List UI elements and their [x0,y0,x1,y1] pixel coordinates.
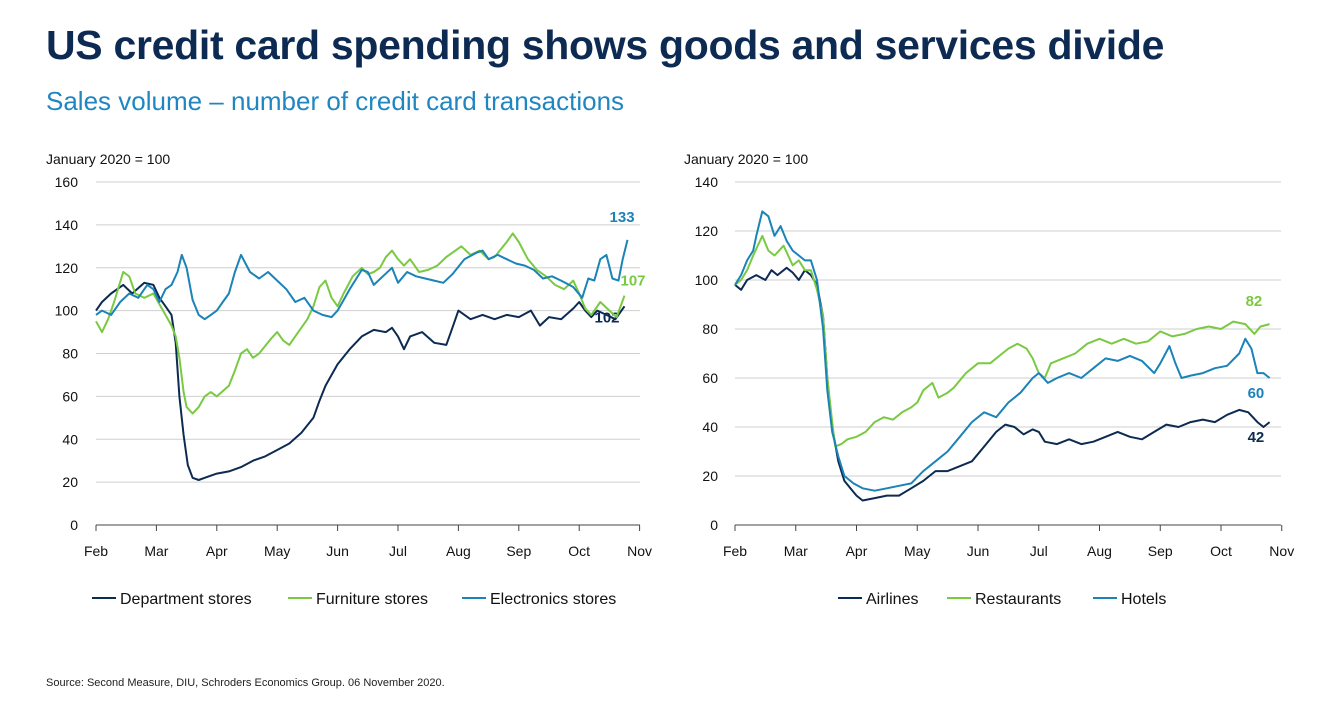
x-tick-label: Nov [1269,543,1294,559]
end-value-label: 42 [1248,429,1265,446]
legend-label: Airlines [866,591,918,608]
x-tick-label: Jun [967,543,990,559]
y-tick-label: 0 [70,517,78,533]
end-value-label: 60 [1248,385,1265,402]
y-tick-label: 80 [62,346,78,362]
y-tick-label: 60 [62,388,78,404]
series-line-furniture-stores [95,232,626,415]
unit-label: January 2020 = 100 [46,151,170,167]
y-tick-label: 0 [710,517,718,533]
x-tick-label: Aug [446,543,471,559]
end-value-label: 82 [1246,293,1263,310]
end-value-label: 102 [595,309,620,326]
series-line-electronics-stores [95,239,629,321]
x-tick-label: Oct [1210,543,1232,559]
y-tick-label: 100 [695,272,719,288]
source-note: Source: Second Measure, DIU, Schroders E… [46,677,445,689]
y-tick-label: 140 [55,217,79,233]
y-tick-label: 140 [695,174,719,190]
legend-item: Department stores [92,591,252,608]
end-value-label: 107 [621,273,646,290]
y-tick-label: 40 [702,419,718,435]
legend-item: Furniture stores [288,591,428,608]
chart-1: January 2020 = 100 0 20 40 60 80 100 120 140 160 F… [46,151,652,608]
x-tick-label: Jun [326,543,349,559]
legend-label: Furniture stores [316,591,428,608]
x-tick-label: Jul [389,543,407,559]
y-tick-label: 20 [62,474,78,490]
x-tick-label: Sep [1148,543,1173,559]
x-tick-label: Feb [84,543,108,559]
charts-canvas: January 2020 = 100 0 20 40 60 80 100 120 140 160 F… [46,151,1294,608]
series-line-department-stores [95,281,626,481]
series-line-airlines [734,266,1271,502]
x-tick-label: Mar [144,543,168,559]
y-tick-label: 120 [695,223,719,239]
x-tick-label: Sep [506,543,531,559]
y-tick-label: 80 [702,321,718,337]
legend-item: Electronics stores [462,591,616,608]
y-tick-label: 60 [702,370,718,386]
x-tick-label: Apr [206,543,228,559]
legend-item: Hotels [1093,591,1166,608]
y-tick-label: 100 [55,303,79,319]
y-tick-label: 120 [55,260,79,276]
legend-label: Electronics stores [490,591,616,608]
chart-2: January 2020 = 100 0 20 40 60 80 100 120 140 Feb M… [684,151,1294,608]
series-line-hotels [734,210,1271,492]
x-tick-label: Nov [627,543,652,559]
x-tick-label: Jul [1030,543,1048,559]
x-tick-label: Feb [723,543,747,559]
page-title: US credit card spending shows goods and … [46,22,1165,68]
y-tick-label: 40 [62,431,78,447]
x-tick-label: May [264,543,290,559]
x-tick-label: Apr [846,543,868,559]
legend-label: Hotels [1121,591,1166,608]
legend-item: Restaurants [947,591,1061,608]
x-tick-label: May [904,543,930,559]
legend-item: Airlines [838,591,918,608]
legend-label: Restaurants [975,591,1061,608]
unit-label: January 2020 = 100 [684,151,808,167]
y-tick-label: 160 [55,174,79,190]
y-tick-label: 20 [702,468,718,484]
page-subtitle: Sales volume – number of credit card tra… [46,86,625,116]
x-tick-label: Oct [568,543,590,559]
legend-label: Department stores [120,591,252,608]
x-tick-label: Mar [784,543,808,559]
end-value-label: 133 [610,209,635,226]
series-line-restaurants [734,234,1270,448]
x-tick-label: Aug [1087,543,1112,559]
